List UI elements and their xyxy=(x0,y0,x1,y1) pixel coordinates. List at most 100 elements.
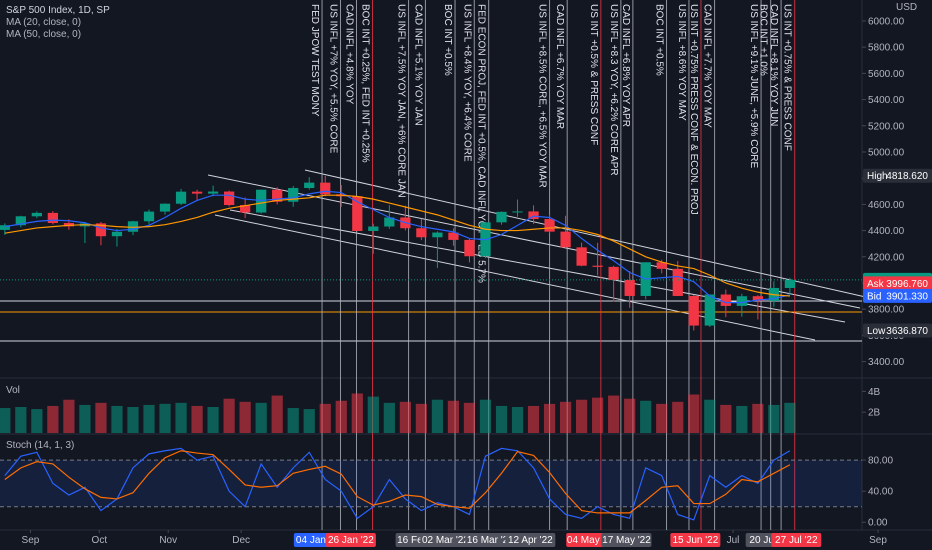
volume-bar xyxy=(447,400,460,433)
candle-body xyxy=(320,182,331,195)
y-tick-label: 5600.00 xyxy=(868,69,905,80)
volume-bar xyxy=(640,400,652,433)
volume-bar xyxy=(592,397,604,433)
candle-body xyxy=(272,189,283,202)
event-label: CAD INFL +8.1% YOY JUN xyxy=(768,4,779,126)
volume-bar xyxy=(704,399,716,433)
price-label-box xyxy=(863,288,932,303)
price-label-name: Bid xyxy=(867,291,881,302)
date-label-box xyxy=(601,533,652,547)
price-label-value: 3636.870 xyxy=(886,326,928,337)
y-tick-label: 3800.00 xyxy=(868,305,905,316)
candle-body xyxy=(256,189,267,213)
event-label: CAD INFL +7.7% YOY MAY xyxy=(702,4,713,128)
event-label: US INFL +8.6% YOY MAY xyxy=(676,4,687,121)
volume-bar xyxy=(559,401,572,433)
price-label-box xyxy=(863,168,932,183)
moving-average xyxy=(4,194,790,297)
candle-body xyxy=(720,294,731,306)
candle-body xyxy=(159,203,171,212)
candle-body xyxy=(175,191,187,204)
y-tick-label: 4400.00 xyxy=(868,226,905,237)
volume-bar xyxy=(143,404,155,433)
volume-bar xyxy=(415,403,427,433)
volume-bar xyxy=(15,407,27,433)
candle-body xyxy=(672,268,683,296)
candle-body xyxy=(576,247,587,266)
event-label: CAD INFL +6.8% YOY APR xyxy=(620,4,631,127)
candle-body xyxy=(432,232,443,238)
candle-body xyxy=(544,219,555,232)
candle-body xyxy=(63,222,75,227)
y-tick-label: 3400.00 xyxy=(868,357,905,368)
volume-bar xyxy=(736,405,748,433)
x-tick-label: Jul xyxy=(727,535,740,546)
x-tick-label: Dec xyxy=(232,535,250,546)
volume-bar xyxy=(31,409,43,433)
y-tick-label: 5000.00 xyxy=(868,147,905,158)
candle-body xyxy=(288,188,299,202)
candle-body xyxy=(736,296,747,306)
volume-bar xyxy=(495,405,508,433)
x-tick-label: Nov xyxy=(159,535,177,546)
x-tick-label: Sep xyxy=(869,535,887,546)
candle-body xyxy=(207,191,219,194)
volume-bar xyxy=(239,401,251,433)
candle-body xyxy=(592,265,603,267)
x-tick-label: Sep xyxy=(22,535,40,546)
x-tick-label: Oct xyxy=(92,535,108,546)
candle-body xyxy=(47,212,59,223)
price-label-box xyxy=(863,323,932,338)
chart-title: S&P 500 Index, 1D, SP xyxy=(6,5,110,16)
volume-bar xyxy=(0,408,11,433)
candle-body xyxy=(624,279,635,296)
volume-bar xyxy=(608,395,620,433)
date-label-box xyxy=(465,533,516,547)
trend-line xyxy=(304,169,871,299)
candle-body xyxy=(752,296,763,301)
volume-bar xyxy=(399,401,411,433)
volume-bar xyxy=(463,402,476,433)
volume-bar xyxy=(624,398,636,433)
y-tick-label: 4200.00 xyxy=(868,252,905,263)
event-label: US INT +0.75% PRESS CONF & ECON. PROJ xyxy=(688,4,699,215)
volume-bar xyxy=(768,404,780,433)
candle-body xyxy=(304,182,315,188)
y-tick-label: 5400.00 xyxy=(868,95,905,106)
event-label: FED ECON PROJ, FED INT +0.5%, CAD INFL Y… xyxy=(476,4,487,283)
volume-bar xyxy=(351,393,363,433)
volume-bar xyxy=(47,405,59,433)
volume-bar xyxy=(527,405,540,433)
volume-bar xyxy=(303,409,315,433)
date-label: 17 May '22 xyxy=(602,535,651,546)
candle-body xyxy=(143,211,155,222)
price-label-value: 3996.760 xyxy=(886,279,928,290)
volume-bar xyxy=(431,399,444,433)
price-label-box xyxy=(863,276,932,291)
event-label: BOC INT +0.25%, FED INT +0.25% xyxy=(360,4,371,163)
event-label: FED JPOW TEST MONY xyxy=(309,4,320,117)
candle-body xyxy=(191,191,203,194)
date-label-box xyxy=(325,533,376,547)
volume-bar xyxy=(752,403,764,433)
stoch-band xyxy=(0,460,862,507)
candle-body xyxy=(352,196,363,231)
pane-title: Stoch (14, 1, 3) xyxy=(6,440,74,451)
candle-body xyxy=(704,294,715,326)
volume-bar xyxy=(191,405,203,433)
event-label: US INFL +8.3 YOY, +6.2% CORE APR xyxy=(608,4,619,176)
y-tick-label: 4B xyxy=(868,387,881,398)
y-tick-label: 5800.00 xyxy=(868,43,905,54)
volume-bar xyxy=(271,395,283,433)
volume-bar xyxy=(656,403,668,433)
candle-body xyxy=(111,231,123,237)
volume-bar xyxy=(175,402,187,433)
y-tick-label: 80.00 xyxy=(868,456,893,467)
volume-bar xyxy=(159,403,171,433)
candle-body xyxy=(416,228,427,238)
volume-bar xyxy=(223,398,235,433)
date-label-box xyxy=(420,533,471,547)
event-label: BOC INT +1.0% xyxy=(758,4,769,76)
y-tick-label: 5200.00 xyxy=(868,121,905,132)
event-label: CAD INFL +5.1% YOY JAN xyxy=(412,4,423,126)
